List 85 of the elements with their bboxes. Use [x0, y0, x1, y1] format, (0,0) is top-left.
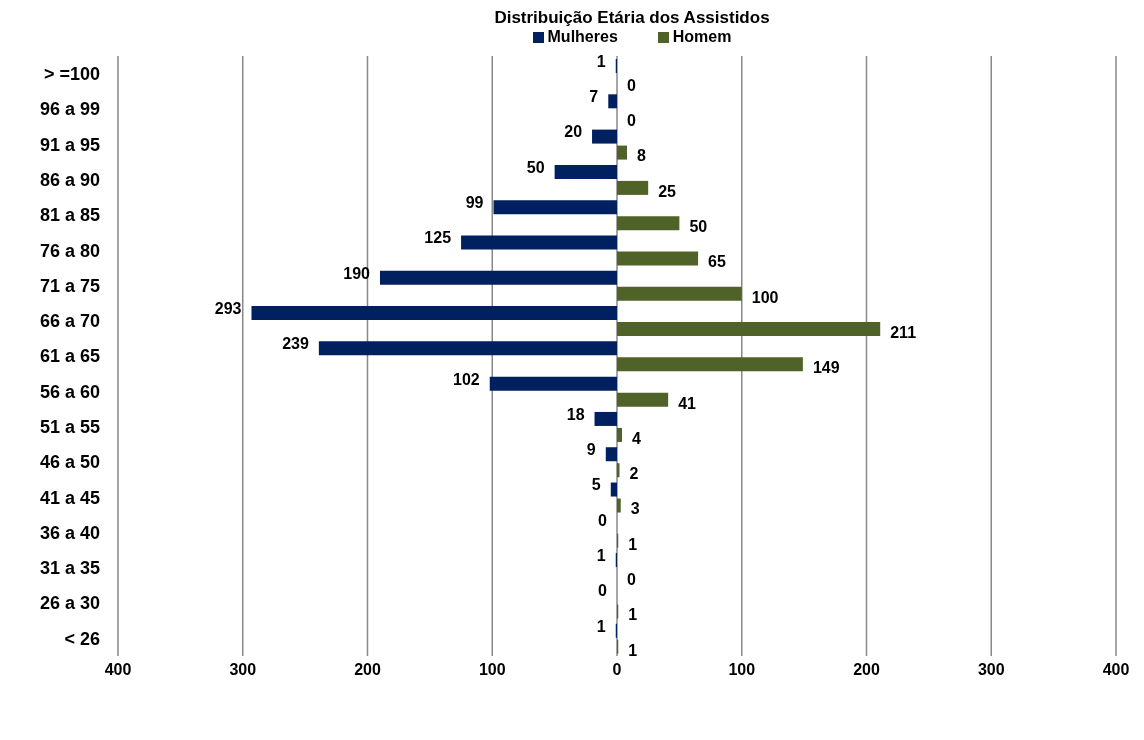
y-tick-label: 86 a 90	[39, 169, 100, 190]
data-label: 41	[678, 394, 697, 412]
bar	[617, 322, 881, 337]
x-tick-label: 400	[104, 661, 132, 679]
data-label: 25	[658, 182, 677, 200]
bar	[461, 235, 617, 250]
y-tick-label: 91 a 95	[39, 134, 100, 155]
bar	[617, 498, 621, 513]
y-tick-label: 51 a 55	[39, 416, 100, 437]
bar	[608, 94, 617, 109]
data-label: 1	[628, 606, 638, 624]
data-label: 1	[596, 617, 606, 635]
y-tick-label: 56 a 60	[39, 381, 100, 402]
bar	[617, 357, 803, 372]
bar	[251, 306, 617, 321]
y-tick-label: 41 a 45	[39, 487, 100, 508]
data-label: 0	[627, 570, 636, 588]
data-label: 8	[636, 147, 646, 165]
y-tick-label: 76 a 80	[39, 240, 100, 261]
bar	[617, 251, 699, 266]
data-label: 5	[591, 476, 601, 494]
y-tick-label: < 26	[64, 628, 100, 649]
data-label: 50	[526, 158, 545, 176]
x-tick-label: 100	[478, 661, 506, 679]
data-label: 99	[465, 194, 484, 212]
bar	[489, 376, 617, 391]
y-tick-label: 81 a 85	[39, 205, 100, 226]
y-tick-label: 26 a 30	[39, 593, 100, 614]
x-tick-label: 200	[853, 661, 880, 679]
x-tick-label: 300	[977, 661, 1005, 679]
data-label: 0	[627, 112, 636, 130]
data-label: 293	[214, 299, 242, 317]
data-label: 4	[631, 429, 641, 447]
legend-label: Mulheres	[546, 28, 618, 46]
data-label: 3	[630, 500, 640, 518]
bar	[318, 341, 617, 356]
x-tick-label: 300	[229, 661, 257, 679]
chart-title: Distribuição Etária dos Assistidos	[493, 8, 771, 28]
x-tick-label: 0	[612, 661, 622, 679]
data-label: 239	[282, 335, 309, 353]
bar	[592, 129, 617, 144]
data-label: 190	[343, 264, 371, 282]
bar	[379, 270, 617, 285]
y-tick-label: 66 a 70	[39, 311, 100, 332]
y-tick-label: 46 a 50	[39, 452, 100, 473]
y-tick-label: 36 a 40	[39, 522, 100, 543]
bar	[617, 392, 669, 407]
bar	[493, 200, 617, 215]
legend-label: Homem	[671, 28, 732, 46]
data-label: 1	[628, 641, 638, 659]
data-label: 0	[598, 511, 608, 529]
bar	[610, 482, 617, 497]
data-label: 100	[751, 288, 779, 306]
data-label: 0	[627, 76, 636, 94]
y-tick-label: 96 a 99	[39, 99, 100, 120]
data-label: 20	[564, 123, 583, 141]
y-tick-label: 61 a 65	[39, 346, 100, 367]
bar	[594, 411, 617, 426]
bar	[617, 216, 680, 231]
data-label: 125	[424, 229, 452, 247]
data-label: 102	[453, 370, 480, 388]
bar	[617, 145, 627, 160]
data-label: 7	[589, 88, 599, 106]
data-label: 1	[596, 52, 606, 70]
data-label: 149	[812, 359, 840, 377]
x-tick-label: 100	[728, 661, 756, 679]
bar	[617, 286, 742, 301]
data-label: 18	[566, 405, 585, 423]
y-tick-label: 31 a 35	[39, 558, 100, 579]
data-label: 211	[890, 323, 917, 341]
data-label: 1	[628, 535, 638, 553]
data-label: 65	[708, 253, 726, 271]
x-tick-label: 200	[354, 661, 381, 679]
x-tick-label: 400	[1102, 661, 1130, 679]
y-tick-label: 71 a 75	[39, 275, 100, 296]
y-tick-label: > =100	[43, 64, 100, 85]
data-label: 2	[629, 465, 639, 483]
data-label: 0	[598, 582, 608, 600]
data-label: 50	[689, 218, 708, 236]
data-label: 1	[596, 546, 606, 564]
bar	[617, 427, 622, 442]
bar	[605, 447, 617, 462]
data-label: 9	[586, 441, 596, 459]
bar	[554, 164, 617, 179]
bar	[617, 180, 649, 195]
